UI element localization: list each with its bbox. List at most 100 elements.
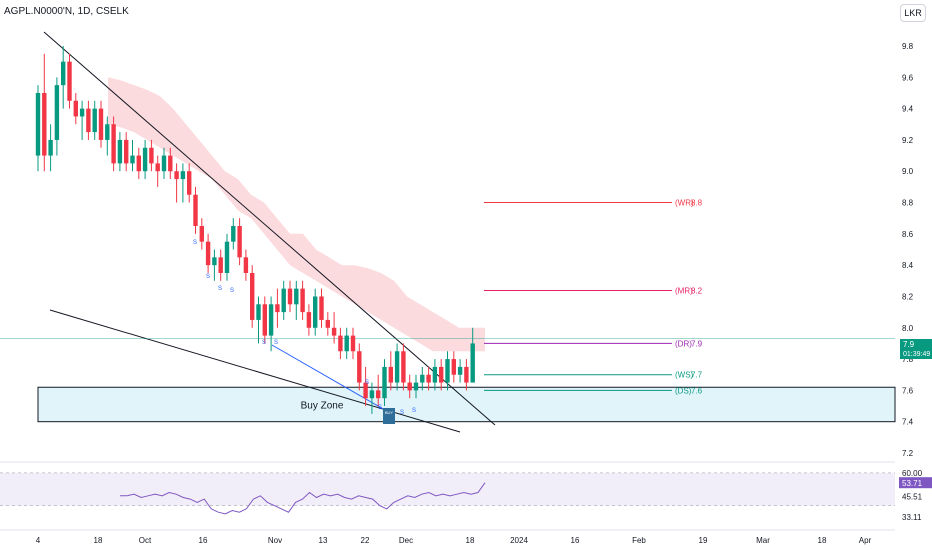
candle-body	[155, 163, 160, 172]
level-label-0: (WR)	[675, 199, 694, 208]
signal-marker: S	[274, 340, 278, 346]
candle-body	[344, 335, 349, 352]
level-label-1: (MR)	[675, 286, 693, 295]
candle-body	[243, 257, 249, 273]
level-value-0: 8.8	[691, 199, 703, 208]
candle-body	[174, 171, 179, 180]
candle-body	[98, 108, 104, 140]
candle-body	[161, 155, 167, 172]
buy-zone-label: Buy Zone	[301, 400, 344, 411]
candle-body	[338, 335, 343, 352]
level-label-4: (DS)	[675, 386, 692, 395]
candle-body	[376, 390, 381, 399]
signal-marker: S	[400, 410, 404, 416]
candle-body	[67, 61, 72, 101]
buy-zone-box	[37, 386, 896, 423]
level-value-4: 7.6	[691, 386, 703, 395]
candle-body	[382, 366, 387, 399]
candle-body	[388, 366, 393, 383]
time-tick-label: 4	[36, 536, 41, 545]
resistance-cloud	[108, 77, 485, 352]
rsi-upper-label: 60.00	[902, 469, 923, 478]
candle-body	[464, 366, 469, 383]
signal-marker: S	[365, 380, 369, 386]
price-tick-label: 7.4	[902, 418, 914, 427]
candle-body	[268, 304, 274, 336]
price-tick-label: 8.6	[902, 230, 914, 239]
candle-body	[86, 108, 91, 133]
candle-body	[187, 171, 192, 195]
candle-body	[413, 382, 419, 391]
rsi-current-label: 53.71	[902, 479, 923, 488]
signal-marker: S	[412, 408, 416, 414]
candle-body	[42, 92, 47, 156]
price-tick-label: 8.8	[902, 199, 914, 208]
candle-body	[231, 226, 236, 242]
candle-body	[180, 171, 186, 180]
candle-body	[237, 226, 242, 258]
candle-body	[111, 124, 116, 164]
time-tick-label: 19	[699, 536, 708, 545]
candle-body	[54, 85, 60, 140]
candle-body	[294, 288, 299, 305]
buy-badge	[383, 408, 395, 424]
time-tick-label: 2024	[510, 536, 528, 545]
price-tick-label: 8.0	[902, 324, 914, 333]
price-tick-label: 7.2	[902, 449, 914, 458]
candle-body	[331, 327, 337, 336]
candle-body	[212, 257, 217, 266]
signal-marker: S	[206, 274, 210, 280]
time-tick-label: 18	[94, 536, 103, 545]
signal-marker: S	[262, 340, 266, 346]
candle-body	[281, 288, 286, 313]
candle-body	[394, 351, 400, 383]
candle-body	[105, 124, 110, 140]
ticker-title: AGPL.N0000'N, 1D, CSELK	[4, 6, 129, 17]
price-tick-label: 9.4	[902, 105, 914, 114]
time-tick-label: Dec	[399, 536, 413, 545]
candle-body	[48, 139, 53, 156]
candle-body	[250, 272, 255, 320]
candle-body	[407, 382, 412, 391]
price-tick-label: 7.8	[902, 355, 914, 364]
candle-body	[313, 296, 318, 328]
candle-body	[168, 155, 173, 172]
last-price-badge	[900, 339, 932, 359]
rsi-band	[0, 472, 895, 506]
candle-body	[124, 139, 129, 164]
candle-body	[136, 155, 141, 172]
signal-marker: S	[193, 240, 197, 246]
candle-body	[363, 382, 368, 399]
candle-body	[325, 319, 330, 328]
time-tick-label: Nov	[268, 536, 282, 545]
price-tick-label: 9.8	[902, 42, 914, 51]
candle-body	[218, 257, 223, 273]
candle-body	[73, 100, 78, 117]
candle-body	[256, 304, 261, 320]
candle-body	[92, 108, 97, 133]
time-tick-label: Mar	[756, 536, 770, 545]
candle-body	[426, 374, 431, 383]
candle-body	[142, 147, 148, 172]
blue-trendline	[271, 344, 386, 411]
candle-body	[300, 288, 305, 313]
signal-marker: S	[218, 286, 222, 292]
candle-body	[199, 226, 204, 242]
time-tick-label: 16	[199, 536, 208, 545]
time-tick-label: 13	[319, 536, 328, 545]
time-tick-label: Apr	[859, 536, 872, 545]
rsi-value-badge	[899, 477, 932, 489]
buy-badge-label: BUY	[385, 410, 394, 415]
time-tick-label: Feb	[632, 536, 646, 545]
candle-body	[117, 139, 123, 164]
candle-body	[61, 61, 66, 86]
candle-body	[350, 335, 356, 352]
candle-body	[262, 304, 267, 336]
currency-button[interactable]: LKR	[900, 4, 926, 22]
level-value-1: 8.2	[691, 286, 703, 295]
candle-body	[470, 343, 475, 383]
time-tick-label: 18	[466, 536, 475, 545]
level-label-3: (WS)	[675, 371, 694, 380]
